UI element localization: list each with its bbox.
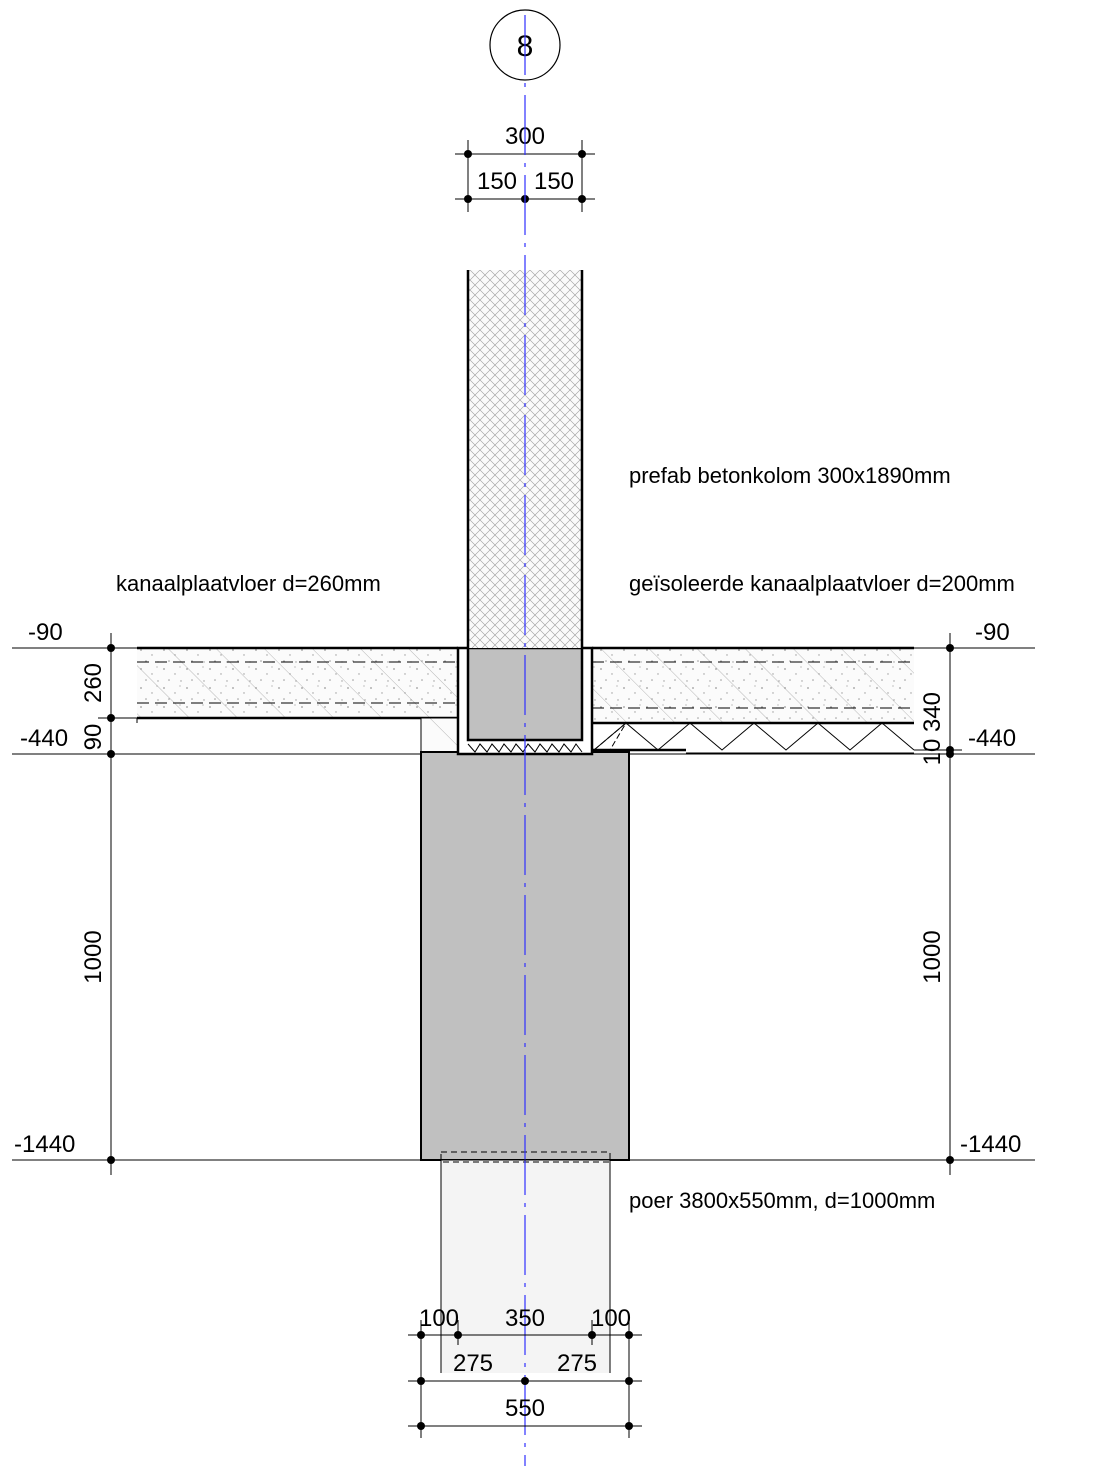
dim-top-right: 150 xyxy=(534,168,574,195)
level-right-bottom: -1440 xyxy=(960,1131,1021,1158)
dim-bottom-100-right: 100 xyxy=(591,1305,631,1332)
floor-left xyxy=(137,646,459,755)
dim-left-90: 90 xyxy=(80,724,107,751)
level-left-mid: -440 xyxy=(20,725,68,752)
label-floor-right: geïsoleerde kanaalplaatvloer d=200mm xyxy=(629,571,1015,596)
dim-bottom-275-left: 275 xyxy=(453,1350,493,1377)
dim-left-1000: 1000 xyxy=(80,930,107,983)
bottom-dimension-chain: 100 350 100 275 275 550 xyxy=(408,1305,642,1438)
dim-right-1000: 1000 xyxy=(919,930,946,983)
dim-bottom-550: 550 xyxy=(505,1395,545,1422)
label-column: prefab betonkolom 300x1890mm xyxy=(629,463,951,488)
label-floor-left: kanaalplaatvloer d=260mm xyxy=(116,571,381,596)
dim-bottom-100-left: 100 xyxy=(419,1305,459,1332)
left-vertical-dimensions: -90 -440 -1440 260 90 1000 xyxy=(14,619,137,1175)
dim-top-left: 150 xyxy=(477,168,517,195)
level-left-bottom: -1440 xyxy=(14,1131,75,1158)
level-right-top: -90 xyxy=(975,619,1010,646)
dim-right-10: 10 xyxy=(919,739,946,766)
label-foundation: poer 3800x550mm, d=1000mm xyxy=(629,1188,935,1213)
dim-bottom-350: 350 xyxy=(505,1305,545,1332)
level-lines xyxy=(12,647,1035,1161)
floor-right xyxy=(592,646,915,754)
dim-right-340: 340 xyxy=(919,692,946,732)
level-right-mid: -440 xyxy=(968,725,1016,752)
dim-bottom-275-right: 275 xyxy=(557,1350,597,1377)
annotations: prefab betonkolom 300x1890mm kanaalplaat… xyxy=(116,463,1015,1213)
right-vertical-dimensions: -90 -440 -1440 340 10 1000 xyxy=(914,619,1021,1175)
level-left-top: -90 xyxy=(28,619,63,646)
dim-left-260: 260 xyxy=(80,663,107,703)
insulation-zigzag xyxy=(593,722,915,751)
